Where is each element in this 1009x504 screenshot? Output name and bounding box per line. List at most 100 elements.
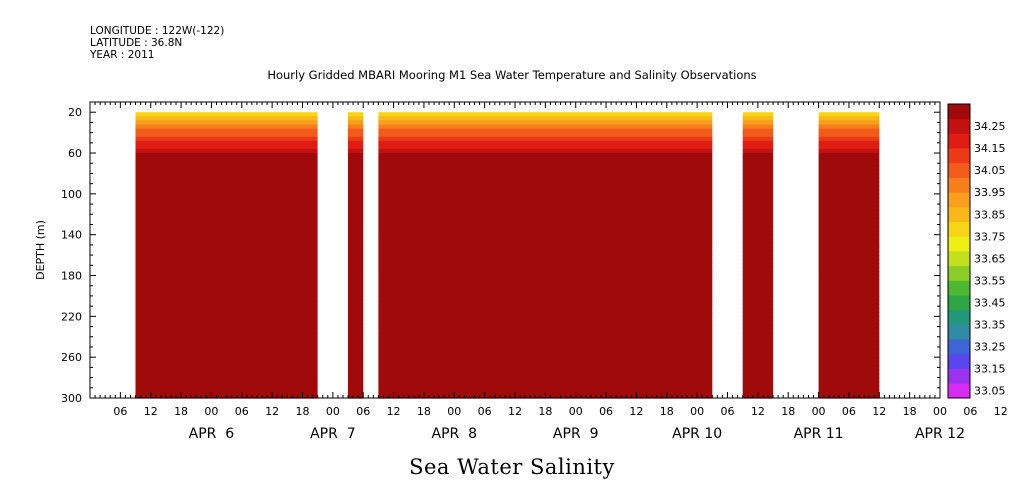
- salinity-band: [742, 206, 774, 211]
- salinity-band: [348, 353, 364, 358]
- salinity-band: [348, 267, 364, 273]
- salinity-band: [818, 357, 880, 362]
- x-hour-label: 12: [265, 405, 279, 418]
- salinity-band: [818, 353, 880, 358]
- salinity-band: [742, 165, 774, 170]
- salinity-band: [348, 332, 364, 338]
- salinity-band: [378, 369, 713, 375]
- salinity-band: [348, 324, 364, 330]
- colorbar-cell: [948, 236, 970, 252]
- salinity-band: [742, 271, 774, 277]
- colorbar-label: 33.25: [974, 341, 1006, 354]
- salinity-band: [135, 214, 318, 219]
- salinity-band: [348, 189, 364, 195]
- salinity-band: [742, 263, 774, 268]
- salinity-band: [742, 365, 774, 371]
- colorbar-cell: [948, 353, 970, 369]
- variable-name: Sea Water Salinity: [409, 455, 615, 479]
- salinity-band: [378, 185, 713, 191]
- salinity-band: [135, 263, 318, 268]
- salinity-band: [818, 132, 880, 138]
- salinity-band: [348, 238, 364, 244]
- salinity-band: [742, 222, 774, 228]
- salinity-band: [818, 136, 880, 142]
- colorbar-cell: [948, 177, 970, 193]
- salinity-band: [378, 267, 713, 273]
- salinity-band: [742, 332, 774, 338]
- x-hour-label: 00: [326, 405, 340, 418]
- salinity-band: [348, 246, 364, 252]
- salinity-band: [135, 242, 318, 248]
- salinity-band: [378, 328, 713, 334]
- x-hour-label: 06: [356, 405, 370, 418]
- salinity-band: [378, 112, 713, 117]
- salinity-band: [135, 377, 318, 383]
- salinity-band: [135, 136, 318, 142]
- salinity-band: [135, 304, 318, 309]
- salinity-band: [348, 328, 364, 334]
- x-date-label: APR 9: [553, 426, 599, 442]
- salinity-band: [742, 140, 774, 146]
- salinity-band: [135, 218, 318, 224]
- salinity-band: [818, 218, 880, 224]
- salinity-band: [135, 234, 318, 240]
- year-label: YEAR : 2011: [90, 49, 155, 61]
- salinity-band: [348, 263, 364, 268]
- y-tick-label: 260: [61, 351, 82, 364]
- salinity-band: [378, 210, 713, 215]
- salinity-band: [378, 295, 713, 301]
- salinity-band: [818, 316, 880, 322]
- colorbar-label: 33.75: [974, 230, 1006, 243]
- salinity-band: [818, 234, 880, 240]
- salinity-band: [818, 153, 880, 158]
- salinity-band: [348, 214, 364, 219]
- salinity-band: [348, 291, 364, 297]
- x-hour-label: 18: [296, 405, 310, 418]
- salinity-band: [348, 206, 364, 211]
- salinity-band: [135, 267, 318, 273]
- salinity-band: [818, 230, 880, 236]
- salinity-band: [135, 316, 318, 322]
- x-hour-label: 18: [174, 405, 188, 418]
- salinity-band: [348, 177, 364, 183]
- salinity-band: [378, 140, 713, 146]
- salinity-band: [378, 246, 713, 252]
- salinity-band: [348, 369, 364, 375]
- x-date-label: APR 11: [794, 426, 844, 442]
- salinity-band: [742, 328, 774, 334]
- salinity-band: [378, 336, 713, 342]
- x-hour-label: 00: [933, 405, 947, 418]
- salinity-band: [742, 214, 774, 219]
- salinity-band: [818, 124, 880, 130]
- colorbar-label: 33.05: [974, 385, 1006, 398]
- salinity-band: [818, 148, 880, 154]
- salinity-band: [818, 377, 880, 383]
- salinity-band: [742, 116, 774, 121]
- data-segment: [742, 112, 774, 399]
- salinity-band: [378, 238, 713, 244]
- salinity-band: [818, 173, 880, 179]
- salinity-band: [378, 230, 713, 236]
- salinity-band: [742, 157, 774, 162]
- data-segment: [818, 112, 880, 399]
- salinity-band: [348, 361, 364, 366]
- salinity-band: [378, 365, 713, 371]
- colorbar-cell: [948, 148, 970, 164]
- salinity-band: [348, 202, 364, 207]
- y-tick-label: 180: [61, 270, 82, 283]
- salinity-band: [742, 259, 774, 264]
- salinity-band: [135, 222, 318, 228]
- salinity-band: [135, 271, 318, 277]
- salinity-band: [378, 271, 713, 277]
- salinity-band: [135, 291, 318, 297]
- x-date-label: APR 10: [672, 426, 722, 442]
- salinity-band: [135, 275, 318, 281]
- salinity-band: [818, 312, 880, 317]
- salinity-band: [378, 218, 713, 224]
- chart-title: Hourly Gridded MBARI Mooring M1 Sea Wate…: [267, 68, 757, 82]
- salinity-band: [135, 202, 318, 207]
- salinity-band: [348, 234, 364, 240]
- salinity-band: [818, 304, 880, 309]
- salinity-band: [378, 206, 713, 211]
- salinity-band: [742, 369, 774, 375]
